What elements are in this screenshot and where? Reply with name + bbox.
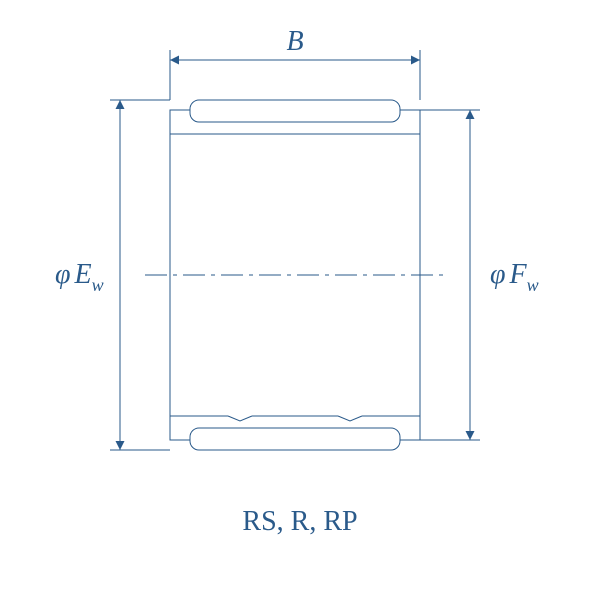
pill-top <box>190 100 400 122</box>
dim-ew-label: φEw <box>55 259 104 295</box>
dim-fw-label: φFw <box>490 259 539 295</box>
caption: RS, R, RP <box>242 506 357 537</box>
pill-bottom <box>190 428 400 450</box>
dim-b-label: B <box>286 26 303 57</box>
